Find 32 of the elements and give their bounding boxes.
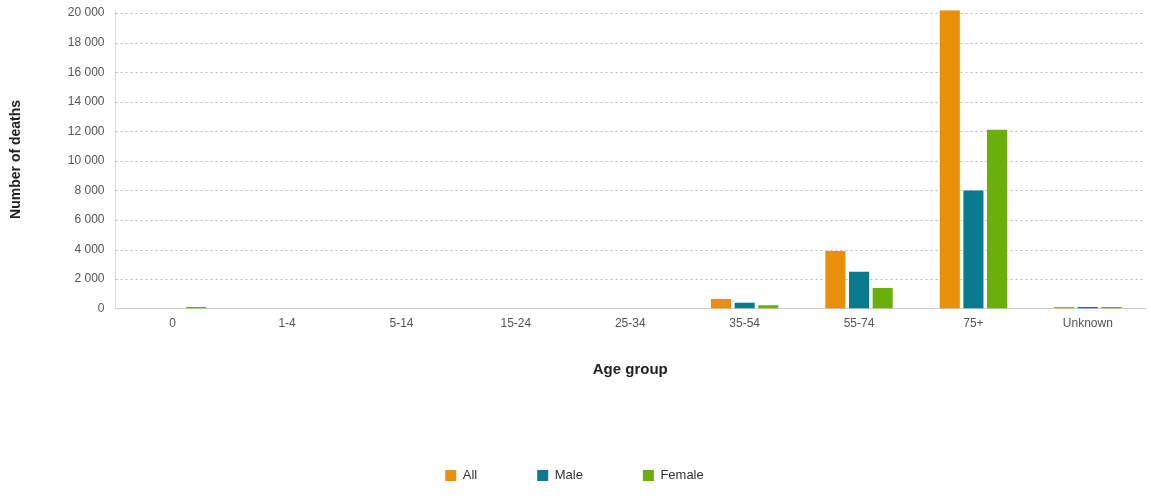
x-tick-label: 35-54 [729, 316, 761, 331]
y-tick-label: 14 000 [67, 94, 105, 109]
legend-label: All [462, 467, 478, 483]
x-tick-label: 75+ [963, 316, 984, 331]
x-tick-label: 0 [169, 316, 177, 331]
x-tick-label: 5-14 [389, 316, 414, 331]
y-tick-label: 20 000 [67, 5, 105, 20]
y-tick-label: 8 000 [74, 182, 105, 197]
bar [963, 190, 984, 309]
y-tick-label: 4 000 [74, 241, 105, 256]
y-tick-label: 10 000 [67, 153, 105, 168]
y-tick-label: 2 000 [74, 271, 105, 286]
y-axis-title: Number of deaths [7, 99, 24, 219]
x-tick-label: Unknown [1062, 316, 1113, 331]
x-axis-title: Age group [592, 360, 668, 378]
x-tick-label: 15-24 [500, 316, 532, 331]
bar [710, 299, 732, 309]
x-tick-label: 55-74 [843, 316, 875, 331]
y-tick-label: 0 [97, 300, 105, 315]
bar [987, 129, 1008, 309]
bar [848, 271, 870, 309]
bar [939, 10, 960, 309]
bar [825, 250, 846, 309]
y-tick-label: 12 000 [67, 123, 105, 138]
legend-label: Male [554, 467, 583, 483]
bar [872, 287, 893, 309]
y-tick-label: 16 000 [67, 64, 105, 79]
legend-label: Female [660, 467, 704, 483]
x-tick-label: 1-4 [278, 316, 297, 331]
x-tick-label: 25-34 [614, 316, 646, 331]
y-tick-label: 18 000 [67, 35, 105, 50]
y-tick-label: 6 000 [74, 212, 105, 227]
